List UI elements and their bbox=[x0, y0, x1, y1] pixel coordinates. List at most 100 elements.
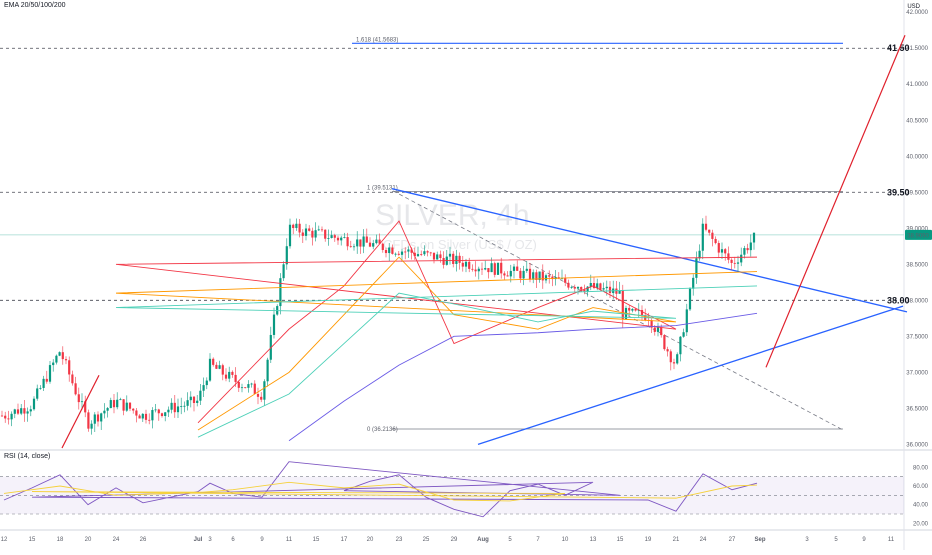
candle bbox=[656, 327, 660, 332]
candle bbox=[410, 249, 413, 253]
candle bbox=[36, 388, 39, 399]
upper-trendline bbox=[391, 188, 908, 313]
candle bbox=[29, 409, 32, 412]
time-tick-label: 29 bbox=[451, 537, 458, 543]
candle bbox=[509, 270, 512, 277]
candle bbox=[516, 266, 519, 271]
candle bbox=[432, 252, 436, 260]
candle bbox=[42, 378, 45, 388]
candle bbox=[532, 272, 535, 280]
key-level-label: 38.00 bbox=[887, 295, 910, 305]
candle bbox=[368, 242, 372, 247]
candle bbox=[615, 288, 618, 294]
candle bbox=[352, 246, 356, 248]
candle bbox=[196, 400, 199, 404]
candle bbox=[375, 239, 378, 244]
candle bbox=[144, 413, 148, 420]
candle bbox=[535, 272, 538, 281]
candle bbox=[384, 249, 388, 254]
candle bbox=[736, 262, 740, 264]
candle bbox=[730, 259, 733, 263]
rsi-line-ma bbox=[3, 481, 758, 502]
time-tick-label: 9 bbox=[260, 537, 264, 543]
candle bbox=[679, 336, 682, 355]
candle bbox=[93, 414, 96, 424]
candle bbox=[596, 283, 599, 289]
candle bbox=[573, 286, 576, 289]
candle bbox=[522, 270, 525, 279]
candle bbox=[292, 224, 295, 229]
candle bbox=[487, 268, 490, 273]
candle bbox=[119, 399, 122, 401]
time-tick-label: 13 bbox=[590, 537, 597, 543]
candle bbox=[672, 362, 676, 364]
candle bbox=[474, 269, 477, 272]
last-price-label: 38.9090 bbox=[907, 233, 929, 239]
candle bbox=[176, 406, 180, 413]
rsi-tick-label: 20.00 bbox=[913, 521, 929, 527]
candle bbox=[103, 410, 106, 414]
candle bbox=[164, 412, 167, 417]
candle bbox=[455, 255, 458, 264]
candle bbox=[359, 239, 362, 247]
candle bbox=[397, 253, 400, 255]
candle bbox=[576, 286, 580, 289]
candle bbox=[423, 251, 426, 255]
time-tick-label: 12 bbox=[1, 537, 8, 543]
candle bbox=[202, 385, 205, 391]
price-tick-label: 38.5000 bbox=[906, 262, 928, 268]
rsi-tick-label: 60.00 bbox=[913, 484, 929, 490]
candle bbox=[388, 247, 391, 254]
candle bbox=[589, 282, 592, 287]
time-tick-label: 25 bbox=[423, 537, 430, 543]
candle bbox=[586, 286, 589, 292]
price-tick-label: 39.5000 bbox=[906, 190, 928, 196]
candle bbox=[400, 251, 404, 255]
candle bbox=[272, 314, 276, 335]
time-tick-label: 5 bbox=[508, 537, 512, 543]
candle bbox=[628, 307, 631, 311]
price-tick-label: 38.0000 bbox=[906, 298, 928, 304]
candle bbox=[96, 414, 100, 422]
candle bbox=[442, 257, 445, 265]
candle bbox=[231, 371, 234, 375]
candle bbox=[724, 249, 727, 254]
time-tick-label: 26 bbox=[140, 537, 147, 543]
candle bbox=[151, 410, 154, 421]
candle bbox=[490, 263, 493, 273]
candle bbox=[695, 258, 698, 278]
time-tick-label: 9 bbox=[862, 537, 866, 543]
candle bbox=[13, 409, 16, 414]
candle bbox=[279, 278, 282, 307]
projection-line-future bbox=[765, 35, 906, 368]
rsi-indicator-label[interactable]: RSI (14, close) bbox=[4, 453, 51, 460]
candle bbox=[208, 358, 212, 381]
candle bbox=[429, 252, 432, 254]
time-tick-label: 10 bbox=[562, 537, 569, 543]
candle bbox=[80, 401, 84, 403]
candle bbox=[372, 243, 375, 247]
time-tick-label: 17 bbox=[341, 537, 348, 543]
candle bbox=[666, 349, 669, 352]
candle bbox=[7, 418, 10, 420]
candle bbox=[132, 408, 135, 411]
candle bbox=[55, 355, 58, 363]
candle bbox=[365, 236, 368, 243]
candle bbox=[135, 410, 138, 416]
candle bbox=[205, 380, 208, 386]
candle bbox=[183, 405, 186, 407]
candle bbox=[39, 387, 42, 389]
ema-indicator-label[interactable]: EMA 20/50/100/200 bbox=[4, 2, 66, 9]
candle bbox=[125, 402, 128, 411]
candle bbox=[496, 262, 500, 275]
candle bbox=[452, 253, 455, 264]
time-tick-label: 18 bbox=[57, 537, 64, 543]
candle bbox=[317, 229, 320, 231]
candle bbox=[112, 400, 116, 408]
candle bbox=[567, 282, 570, 288]
candle bbox=[52, 362, 55, 366]
rsi-tick-label: 80.00 bbox=[913, 465, 929, 471]
candle bbox=[599, 283, 602, 290]
time-tick-label: 15 bbox=[617, 537, 624, 543]
